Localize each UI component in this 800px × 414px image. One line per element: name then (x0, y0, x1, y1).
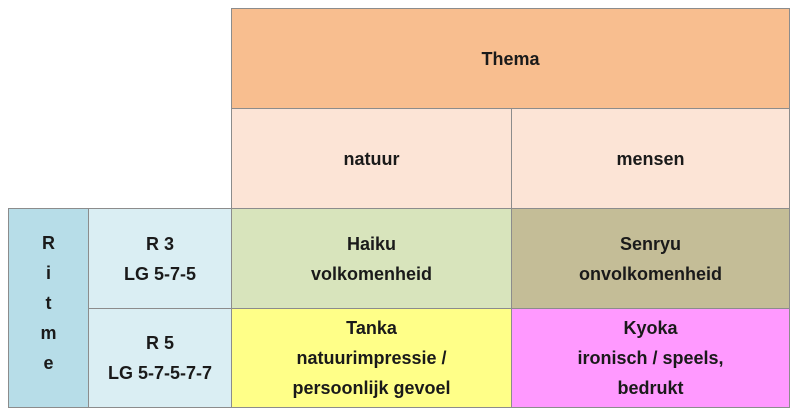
row-label: R 3 LG 5-7-5 (88, 208, 232, 309)
line: R 3 (145, 233, 174, 254)
row-header: Ritme (38, 233, 59, 383)
line: persoonlijk gevoel (292, 378, 451, 398)
line: LG 5-7-5-7-7 (107, 363, 213, 383)
cell: Senryu onvolkomenheid (511, 208, 790, 309)
row-header-cell: Ritme (8, 208, 89, 408)
cell: Haiku volkomenheid (231, 208, 512, 309)
header-cell: Thema (231, 8, 790, 109)
line: R 5 (145, 333, 174, 353)
column-label: natuur (343, 148, 400, 169)
row-label: R 5 LG 5-7-5-7-7 (88, 308, 232, 408)
line: Tanka (346, 318, 397, 338)
line: bedrukt (617, 378, 684, 398)
line: onvolkomenheid (578, 263, 722, 284)
header: Thema (481, 48, 540, 69)
cell: Tanka natuurimpressie / persoonlijk gevo… (231, 308, 512, 408)
column-header: natuur (231, 108, 512, 209)
line: Haiku (346, 233, 397, 254)
column-header: mensen (511, 108, 790, 209)
line: volkomenheid (310, 263, 433, 284)
line: Senryu (619, 233, 682, 254)
cell: Kyoka ironisch / speels, bedrukt (511, 308, 790, 408)
line: Kyoka (623, 318, 678, 338)
line: ironisch / speels, (577, 348, 724, 368)
line: natuurimpressie / (296, 348, 447, 368)
line: LG 5-7-5 (123, 263, 197, 284)
column-label: mensen (616, 148, 685, 169)
